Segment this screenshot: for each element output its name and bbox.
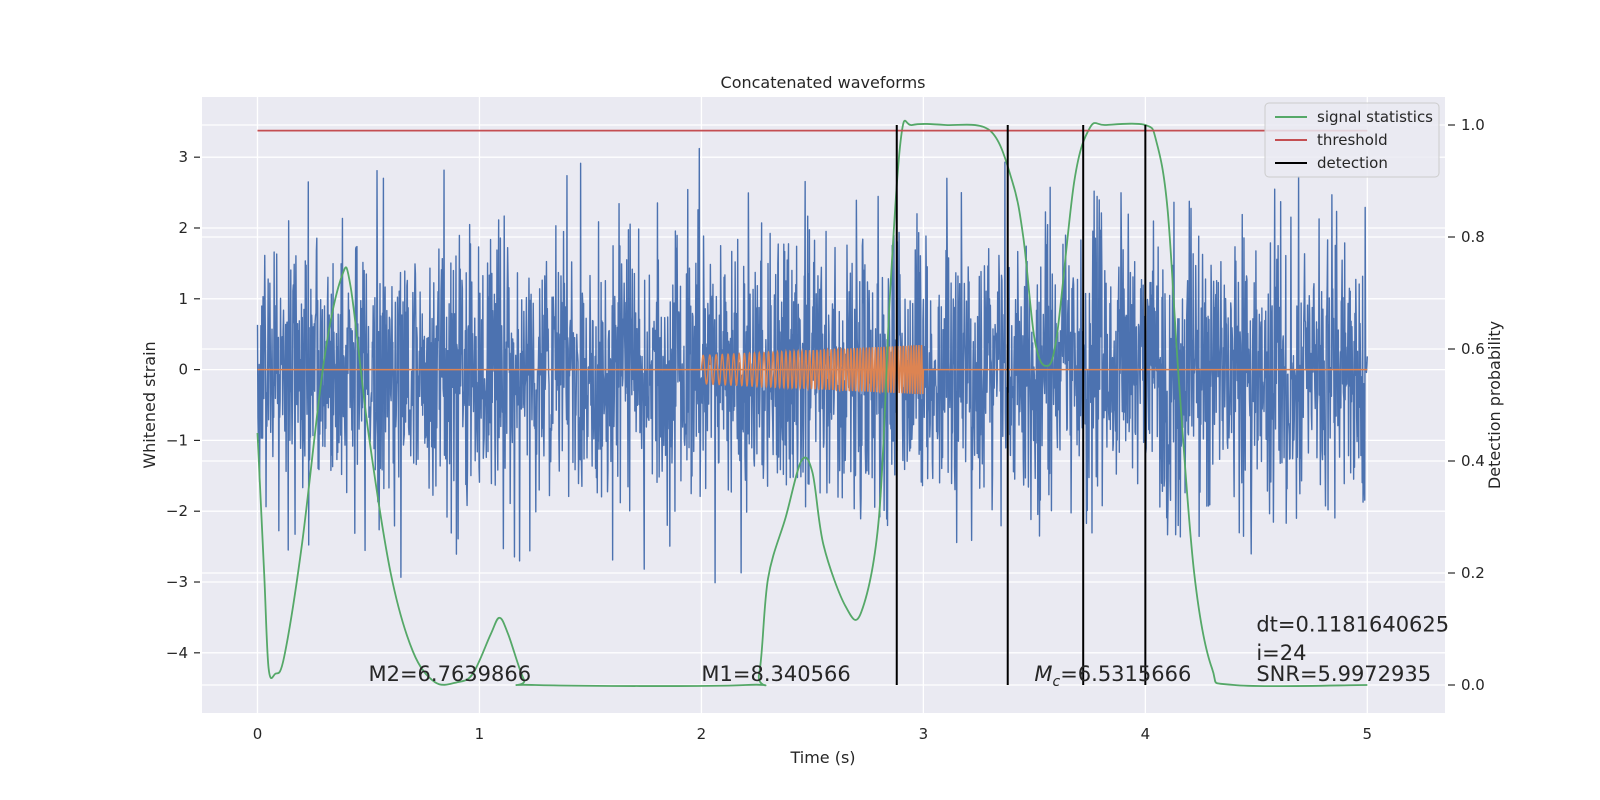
y-tick-label: 2	[178, 219, 188, 237]
annotations: M2=6.7639866 M1=8.340566 Mc=6.5315666 dt=0.…	[368, 613, 1449, 691]
annotation-value: =6.5315666	[1060, 662, 1191, 686]
y2-tick-label: 0.4	[1461, 452, 1485, 470]
series-line-signal-statistics	[256, 119, 1368, 688]
x-tick-label: 1	[475, 725, 485, 743]
y-tick-label: 1	[178, 290, 188, 308]
legend-label: detection	[1317, 154, 1388, 172]
x-tick-label: 2	[697, 725, 707, 743]
annotation-label: M2=6.7639866	[368, 662, 531, 686]
annotation-label: SNR=5.9972935	[1256, 662, 1431, 686]
chart-title: Concatenated waveforms	[721, 73, 926, 92]
annotation-label: i=24	[1256, 641, 1306, 665]
legend: signal statistics threshold detection	[1264, 102, 1440, 178]
annotation-symbol: M	[1034, 662, 1052, 686]
annotation-subscript: c	[1052, 674, 1060, 690]
y-tick-label: 3	[178, 148, 188, 166]
series-layer	[256, 119, 1369, 688]
annotation-label: dt=0.1181640625	[1256, 613, 1449, 637]
y2-tick-label: 0.6	[1461, 340, 1485, 358]
x-tick-label: 5	[1363, 725, 1373, 743]
y-axis-label: Whitened strain	[140, 341, 159, 468]
legend-box	[1264, 102, 1440, 178]
annotation-label: M1=8.340566	[701, 662, 850, 686]
y-tick-label: −4	[166, 644, 188, 662]
ticks: 0 1 2 3 4 5 3 2 1 0 −1 −2 −3 −4 1.0 0.8 0.6 0.4 0.2 0.0	[166, 116, 1485, 743]
y-tick-label: −2	[166, 502, 188, 520]
y-tick-label: −1	[166, 431, 188, 449]
x-tick-label: 3	[919, 725, 929, 743]
x-tick-label: 4	[1141, 725, 1151, 743]
legend-label: threshold	[1317, 131, 1388, 149]
y-tick-label: 0	[178, 361, 188, 379]
y2-tick-label: 1.0	[1461, 116, 1485, 134]
y2-axis-label: Detection probability	[1485, 321, 1504, 489]
y2-tick-label: 0.2	[1461, 564, 1485, 582]
y2-tick-label: 0.8	[1461, 228, 1485, 246]
x-axis-label: Time (s)	[789, 748, 855, 767]
legend-label: signal statistics	[1317, 108, 1433, 126]
y2-tick-label: 0.0	[1461, 676, 1485, 694]
y-tick-label: −3	[166, 573, 188, 591]
x-tick-label: 0	[253, 725, 263, 743]
annotation-label: Mc=6.5315666	[1034, 662, 1191, 690]
